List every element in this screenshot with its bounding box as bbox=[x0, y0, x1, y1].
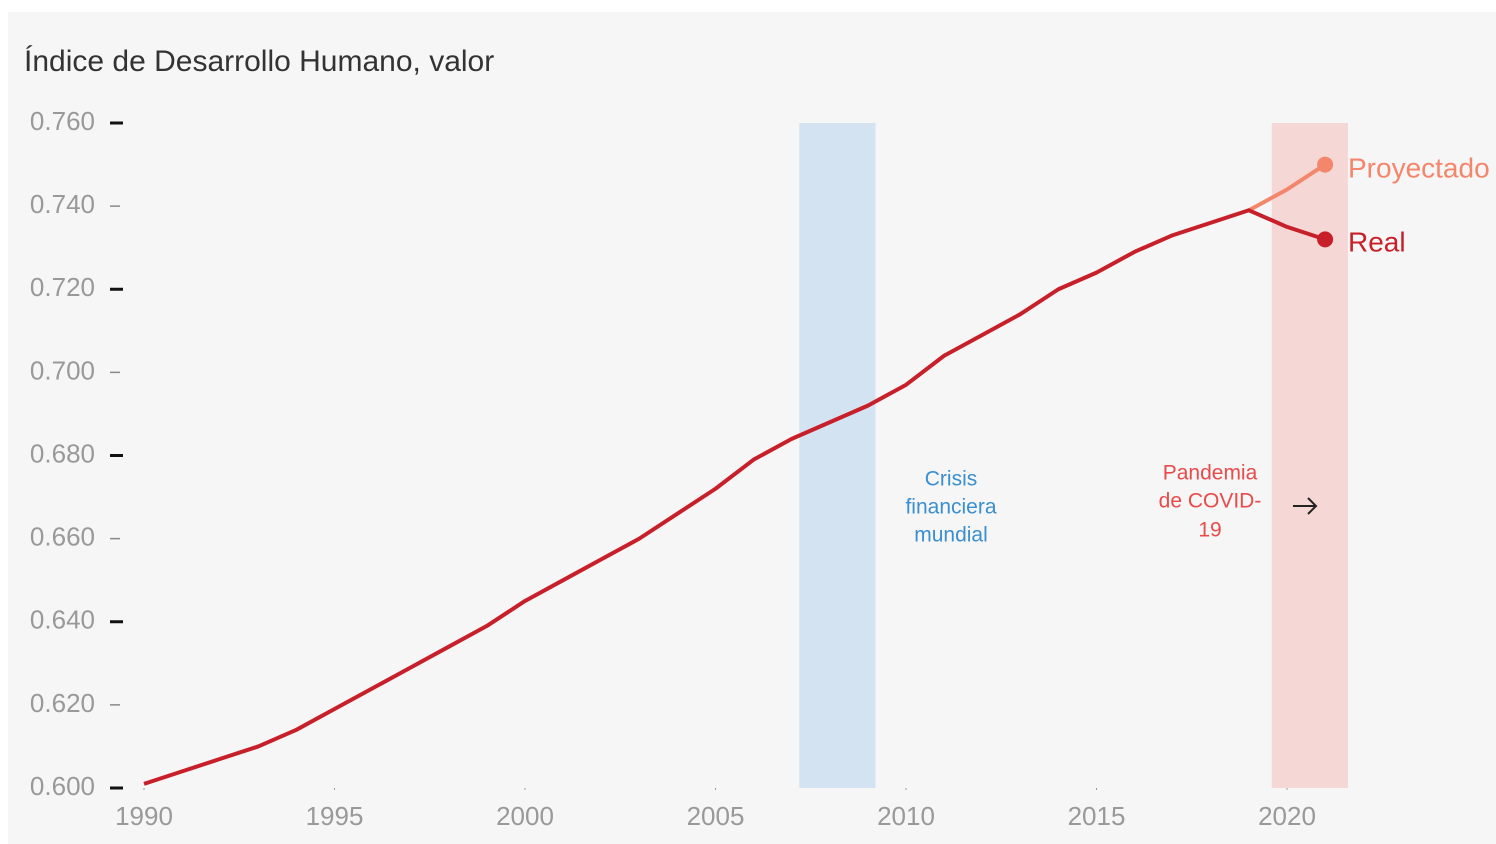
x-tick-label: 2015 bbox=[1068, 801, 1126, 831]
y-tick-label: 0.620 bbox=[30, 688, 95, 718]
y-tick-label: 0.660 bbox=[30, 522, 95, 552]
annotation: Crisis bbox=[925, 468, 978, 491]
y-tick-label: 0.760 bbox=[30, 106, 95, 136]
annotation: de COVID- bbox=[1159, 490, 1262, 513]
end-point bbox=[1317, 231, 1334, 248]
chart-title: Índice de Desarrollo Humano, valor bbox=[24, 45, 494, 78]
arrow bbox=[1293, 497, 1318, 515]
bands bbox=[799, 123, 1348, 788]
band bbox=[1271, 123, 1348, 788]
y-tick-label: 0.700 bbox=[30, 355, 95, 385]
annotation: 19 bbox=[1198, 519, 1221, 542]
annotation: financiera bbox=[905, 496, 996, 519]
y-tick-label: 0.740 bbox=[30, 189, 95, 219]
end-point bbox=[1317, 156, 1334, 173]
legend-label: Proyectado bbox=[1348, 152, 1490, 183]
x-tick-label: 1995 bbox=[306, 801, 364, 831]
y-tick-label: 0.680 bbox=[30, 438, 95, 468]
annotation: Pandemia bbox=[1163, 462, 1258, 485]
x-tick-label: 2020 bbox=[1258, 801, 1316, 831]
y-tick-label: 0.640 bbox=[30, 605, 95, 635]
background bbox=[8, 12, 1496, 844]
line bbox=[1247, 162, 1327, 213]
x-tick-label: 1990 bbox=[115, 801, 173, 831]
x-tick-label: 2000 bbox=[496, 801, 554, 831]
y-tick-label: 0.720 bbox=[30, 272, 95, 302]
line bbox=[143, 208, 1326, 786]
x-tick-label: 2005 bbox=[687, 801, 745, 831]
x-tick-label: 2010 bbox=[877, 801, 935, 831]
legend-label: Real bbox=[1348, 226, 1406, 257]
annotation: mundial bbox=[914, 524, 988, 547]
y-tick-label: 0.600 bbox=[30, 771, 95, 801]
band bbox=[799, 123, 876, 788]
